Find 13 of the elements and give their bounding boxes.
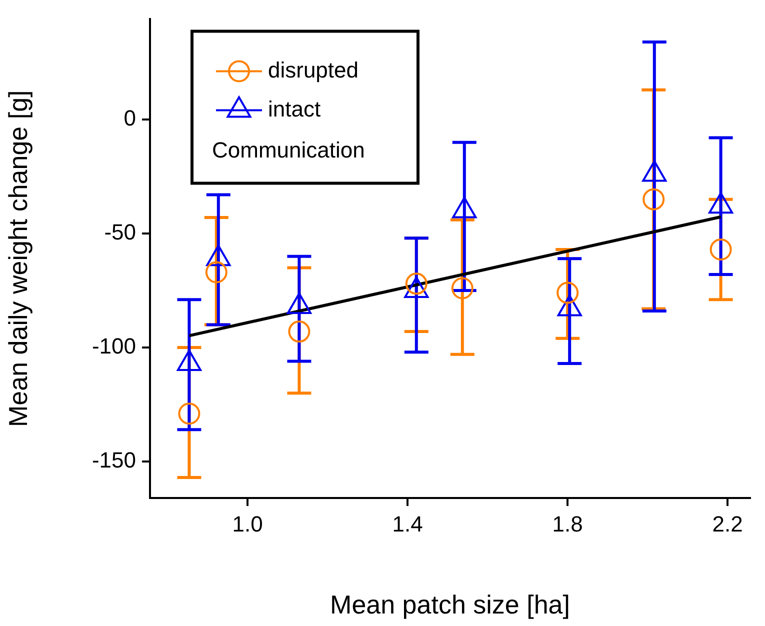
x-tick-label: 2.2: [712, 511, 743, 536]
y-axis-title: Mean daily weight change [g]: [2, 90, 33, 427]
x-tick-label: 1.4: [392, 511, 423, 536]
y-tick-label: -50: [104, 220, 136, 245]
y-tick-label: -150: [92, 448, 136, 473]
x-tick-label: 1.0: [232, 511, 263, 536]
legend-label: intact: [268, 96, 321, 122]
x-axis-title: Mean patch size [ha]: [330, 590, 570, 620]
y-tick-label: -100: [92, 334, 136, 359]
legend-title: Communication: [212, 137, 365, 162]
y-tick-label: 0: [124, 106, 136, 131]
x-tick-label: 1.8: [552, 511, 583, 536]
legend-label: disrupted: [268, 57, 359, 82]
